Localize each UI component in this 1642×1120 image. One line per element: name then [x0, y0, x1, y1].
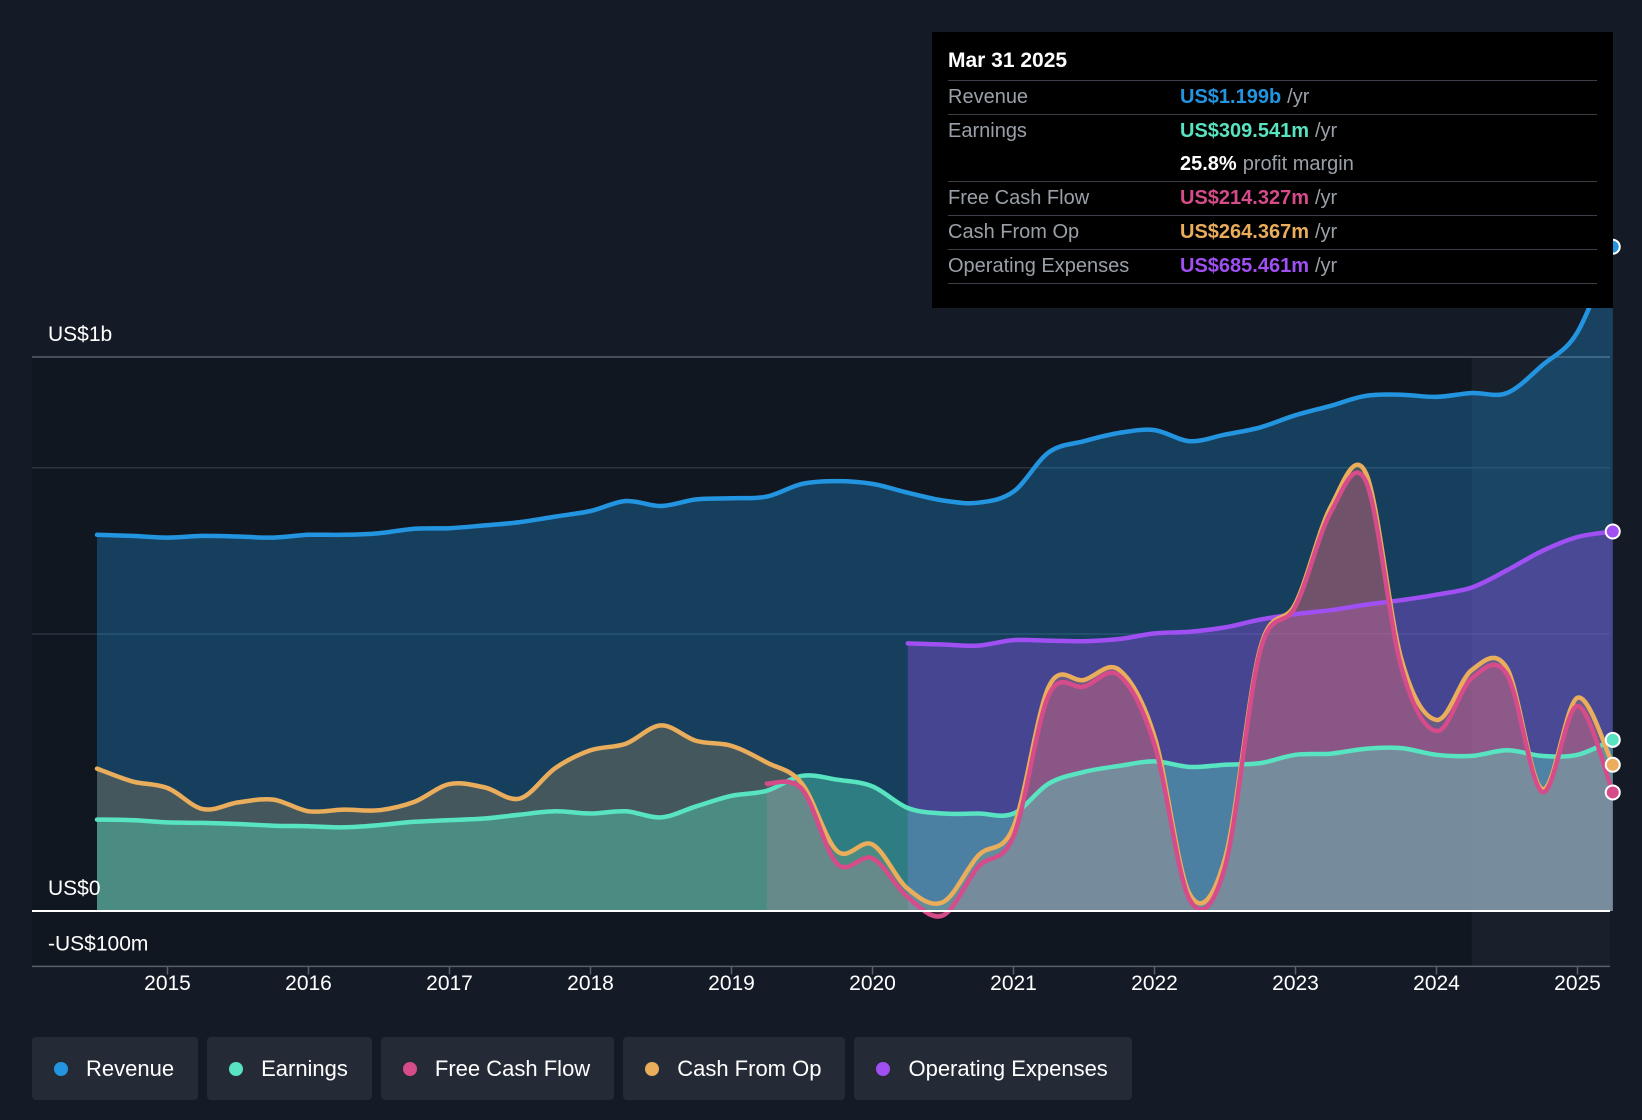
y-axis-label: -US$100m	[48, 932, 148, 955]
legend-item-free-cash-flow[interactable]: Free Cash Flow	[380, 1037, 615, 1100]
operating-expenses-area	[907, 531, 1613, 911]
tooltip-label: Cash From Op	[948, 221, 1080, 243]
legend-item-revenue[interactable]: Revenue	[32, 1037, 199, 1100]
revenue-dot-icon	[54, 1061, 68, 1076]
x-tick-label: 2015	[144, 972, 191, 995]
data-tooltip: Mar 31 2025 Revenue US$1.199b /yr Earnin…	[932, 32, 1613, 308]
cash-from-op-dot-icon	[645, 1061, 660, 1076]
earnings-end-marker	[1604, 731, 1621, 748]
tooltip-value-fcf: US$214.327m	[1180, 187, 1309, 209]
x-tick-label: 2022	[1131, 972, 1178, 995]
cash-from-op-area	[97, 464, 1613, 911]
legend-label: Free Cash Flow	[434, 1055, 591, 1081]
free-cash-flow-end-marker	[1604, 784, 1621, 801]
tooltip-label: Operating Expenses	[948, 255, 1130, 277]
legend-item-cash-from-op[interactable]: Cash From Op	[623, 1037, 846, 1100]
chart-legend: Revenue Earnings Free Cash Flow Cash Fro…	[32, 1037, 1132, 1100]
legend-item-operating-expenses[interactable]: Operating Expenses	[854, 1037, 1132, 1100]
earnings-area	[97, 739, 1613, 911]
financial-chart: US$1b US$0 -US$100m 2015 2016 2017 2018 2019 202…	[32, 238, 1621, 995]
free-cash-flow-dot-icon	[402, 1061, 417, 1076]
x-tick-label: 2021	[990, 972, 1037, 995]
tooltip-row-earnings: Earnings US$309.541m /yr	[948, 114, 1597, 148]
revenue-line	[94, 244, 1616, 540]
tooltip-row-cfo: Cash From Op US$264.367m /yr	[948, 215, 1597, 249]
tooltip-label: Revenue	[948, 86, 1029, 108]
y-axis-label: US$0	[48, 877, 101, 900]
cash-from-op-end-marker	[1604, 756, 1621, 773]
tooltip-row-revenue: Revenue US$1.199b /yr	[948, 80, 1597, 114]
legend-item-earnings[interactable]: Earnings	[207, 1037, 372, 1100]
tooltip-value-opex: US$685.461m	[1180, 255, 1309, 277]
tooltip-unit: /yr	[1314, 255, 1338, 277]
earnings-line	[94, 737, 1616, 830]
free-cash-flow-line	[764, 470, 1616, 919]
tooltip-unit: /yr	[1314, 187, 1338, 209]
operating-expenses-dot-icon	[876, 1061, 891, 1076]
legend-label: Earnings	[261, 1055, 348, 1081]
x-tick-label: 2016	[285, 972, 332, 995]
legend-label: Operating Expenses	[908, 1055, 1108, 1081]
tooltip-unit: profit margin	[1242, 153, 1354, 175]
x-tick-label: 2018	[567, 972, 614, 995]
x-tick-label: 2023	[1272, 972, 1319, 995]
tooltip-unit: /yr	[1314, 120, 1338, 142]
tooltip-value-earnings: US$309.541m	[1180, 120, 1309, 142]
tooltip-row-margin: 25.8% profit margin	[948, 148, 1597, 181]
plot-background	[32, 357, 1610, 967]
tooltip-value-revenue: US$1.199b	[1180, 86, 1282, 108]
x-tick-label: 2025	[1554, 972, 1601, 995]
legend-label: Revenue	[86, 1055, 175, 1081]
x-tick-label: 2024	[1413, 972, 1460, 995]
revenue-area	[97, 246, 1613, 912]
operating-expenses-line	[905, 529, 1616, 649]
operating-expenses-end-marker	[1604, 523, 1621, 540]
tooltip-bottom-rule	[948, 283, 1597, 284]
tooltip-label: Earnings	[948, 120, 1027, 142]
forecast-highlight-band	[1471, 357, 1610, 967]
x-tick-label: 2017	[426, 972, 473, 995]
x-tick-label: 2020	[849, 972, 896, 995]
legend-label: Cash From Op	[677, 1055, 822, 1081]
tooltip-date: Mar 31 2025	[948, 49, 1068, 72]
tooltip-unit: /yr	[1287, 86, 1310, 108]
tooltip-label: Free Cash Flow	[948, 187, 1090, 209]
tooltip-row-fcf: Free Cash Flow US$214.327m /yr	[948, 181, 1597, 215]
earnings-dot-icon	[229, 1061, 244, 1076]
x-tick-label: 2019	[708, 972, 755, 995]
y-axis-label: US$1b	[48, 323, 112, 346]
tooltip-value-margin: 25.8%	[1180, 153, 1237, 175]
tooltip-unit: /yr	[1314, 221, 1338, 243]
free-cash-flow-area	[766, 472, 1613, 917]
tooltip-value-cfo: US$264.367m	[1180, 221, 1309, 243]
tooltip-row-opex: Operating Expenses US$685.461m /yr	[948, 249, 1597, 283]
